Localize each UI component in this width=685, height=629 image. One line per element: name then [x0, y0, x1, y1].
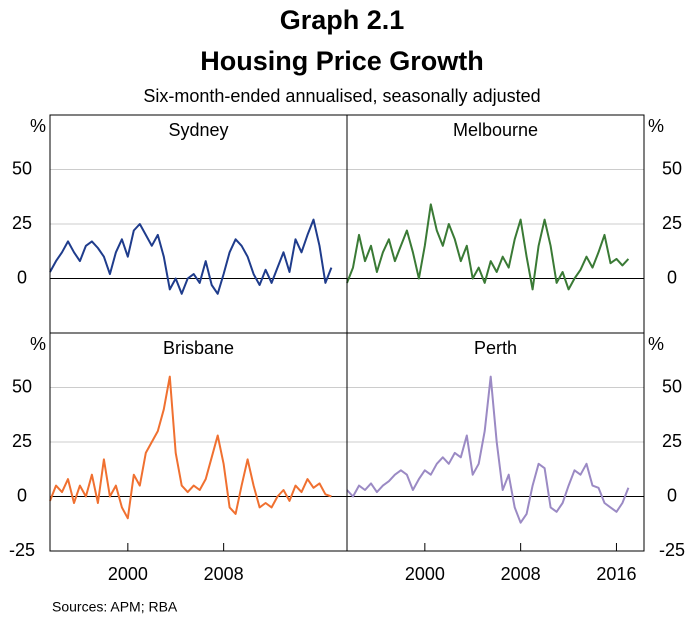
series-line — [346, 375, 630, 524]
series-line — [49, 218, 333, 295]
y-unit: % — [30, 334, 46, 354]
panel-title: Sydney — [168, 120, 228, 140]
panel-title: Brisbane — [163, 338, 234, 358]
y-unit: % — [30, 116, 46, 136]
y-tick-label: 0 — [667, 267, 677, 287]
x-tick-label: 2000 — [405, 564, 445, 584]
y-tick-label: 0 — [17, 485, 27, 505]
y-unit: % — [648, 334, 664, 354]
y-tick-label: 0 — [17, 267, 27, 287]
y-tick-label: 50 — [662, 158, 682, 178]
y-unit: % — [648, 116, 664, 136]
y-tick-label: 50 — [662, 376, 682, 396]
y-tick-label: 50 — [12, 376, 32, 396]
x-tick-label: 2008 — [204, 564, 244, 584]
chart-title: Housing Price Growth — [200, 46, 484, 76]
y-tick-label: 25 — [662, 213, 682, 233]
x-tick-label: 2008 — [501, 564, 541, 584]
panel-title: Melbourne — [453, 120, 538, 140]
x-tick-label: 2000 — [108, 564, 148, 584]
subtitle: Six-month-ended annualised, seasonally a… — [143, 86, 540, 106]
y-tick-label: 25 — [662, 431, 682, 451]
graph-number: Graph 2.1 — [280, 5, 405, 35]
y-tick-label: 50 — [12, 158, 32, 178]
y-tick-label: 0 — [667, 485, 677, 505]
y-tick-label: -25 — [9, 540, 35, 560]
source: Sources: APM; RBA — [52, 599, 178, 615]
series-line — [346, 203, 630, 291]
x-tick-label: 2016 — [596, 564, 636, 584]
y-tick-label: -25 — [659, 540, 685, 560]
panel-title: Perth — [474, 338, 517, 358]
series-line — [49, 375, 332, 520]
y-tick-label: 25 — [12, 431, 32, 451]
y-tick-label: 25 — [12, 213, 32, 233]
